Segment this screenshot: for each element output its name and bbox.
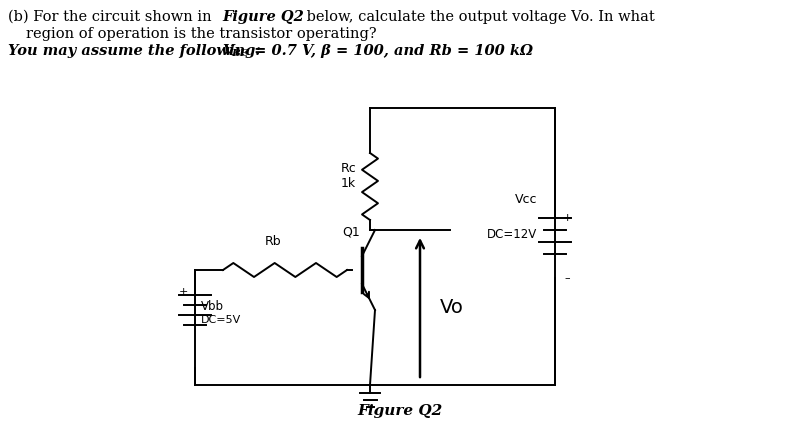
Text: DC=5V: DC=5V bbox=[201, 315, 241, 325]
Text: Figure Q2: Figure Q2 bbox=[222, 10, 304, 24]
Text: = 0.7 V, β = 100, and Rb = 100 kΩ: = 0.7 V, β = 100, and Rb = 100 kΩ bbox=[249, 44, 533, 58]
Text: Figure Q2: Figure Q2 bbox=[357, 404, 443, 418]
Text: V: V bbox=[222, 44, 233, 58]
Text: Vo: Vo bbox=[440, 298, 464, 317]
Text: You may assume the following:: You may assume the following: bbox=[8, 44, 266, 58]
Text: –: – bbox=[564, 273, 570, 283]
Text: BE: BE bbox=[231, 49, 248, 58]
Text: Vcc: Vcc bbox=[514, 193, 537, 206]
Text: +: + bbox=[179, 287, 187, 297]
Text: Vbb: Vbb bbox=[201, 300, 224, 313]
Text: DC=12V: DC=12V bbox=[487, 228, 537, 241]
Text: +: + bbox=[562, 213, 572, 223]
Text: 1k: 1k bbox=[341, 176, 356, 190]
Text: Q1: Q1 bbox=[342, 225, 360, 238]
Text: Rc: Rc bbox=[340, 161, 356, 175]
Text: (b) For the circuit shown in: (b) For the circuit shown in bbox=[8, 10, 216, 24]
Text: region of operation is the transistor operating?: region of operation is the transistor op… bbox=[26, 27, 376, 41]
Text: below, calculate the output voltage Vo. In what: below, calculate the output voltage Vo. … bbox=[302, 10, 654, 24]
Text: Rb: Rb bbox=[265, 235, 282, 248]
